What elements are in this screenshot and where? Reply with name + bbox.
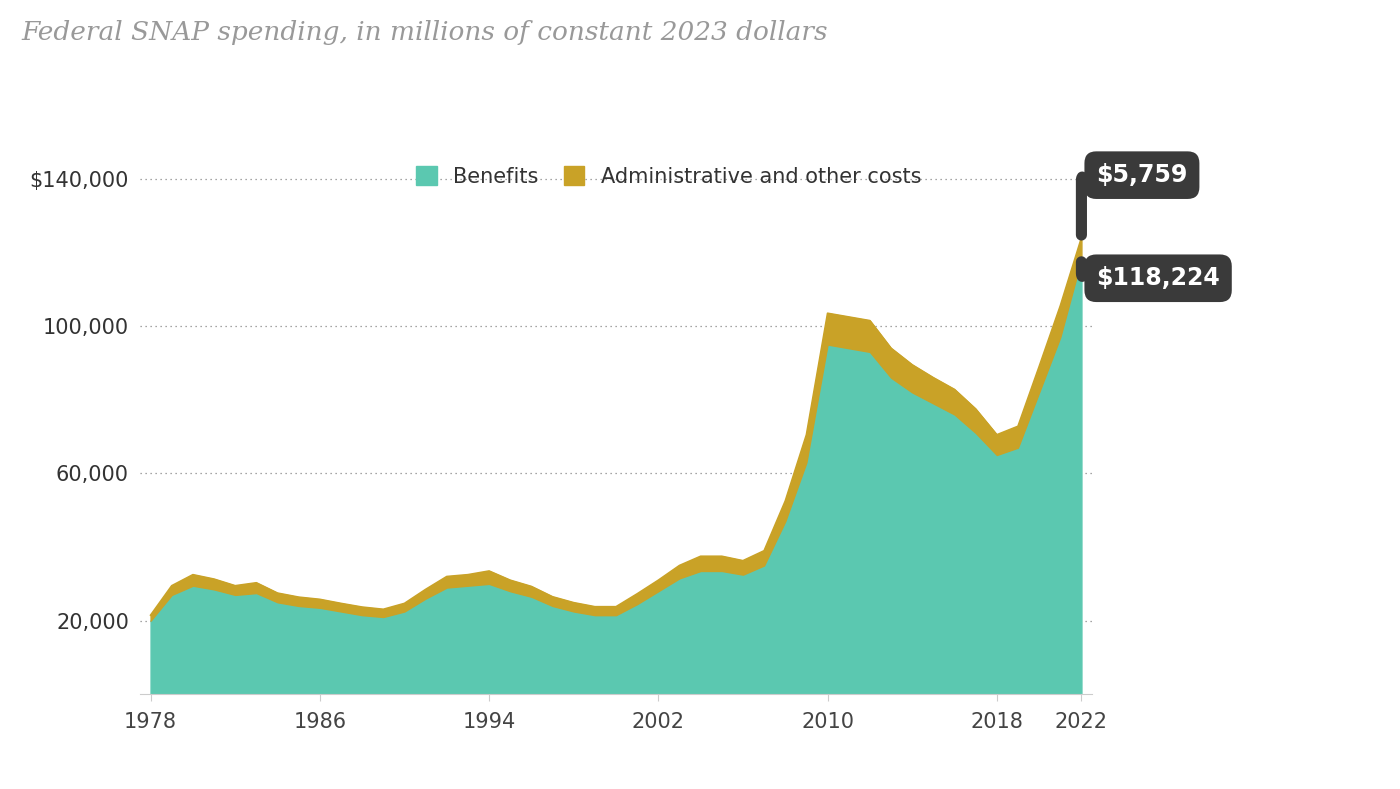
Text: Federal SNAP spending, in millions of constant 2023 dollars: Federal SNAP spending, in millions of co… xyxy=(21,20,827,45)
Legend: Benefits, Administrative and other costs: Benefits, Administrative and other costs xyxy=(407,158,930,195)
Text: $118,224: $118,224 xyxy=(1081,262,1219,290)
Text: $5,759: $5,759 xyxy=(1081,163,1187,235)
